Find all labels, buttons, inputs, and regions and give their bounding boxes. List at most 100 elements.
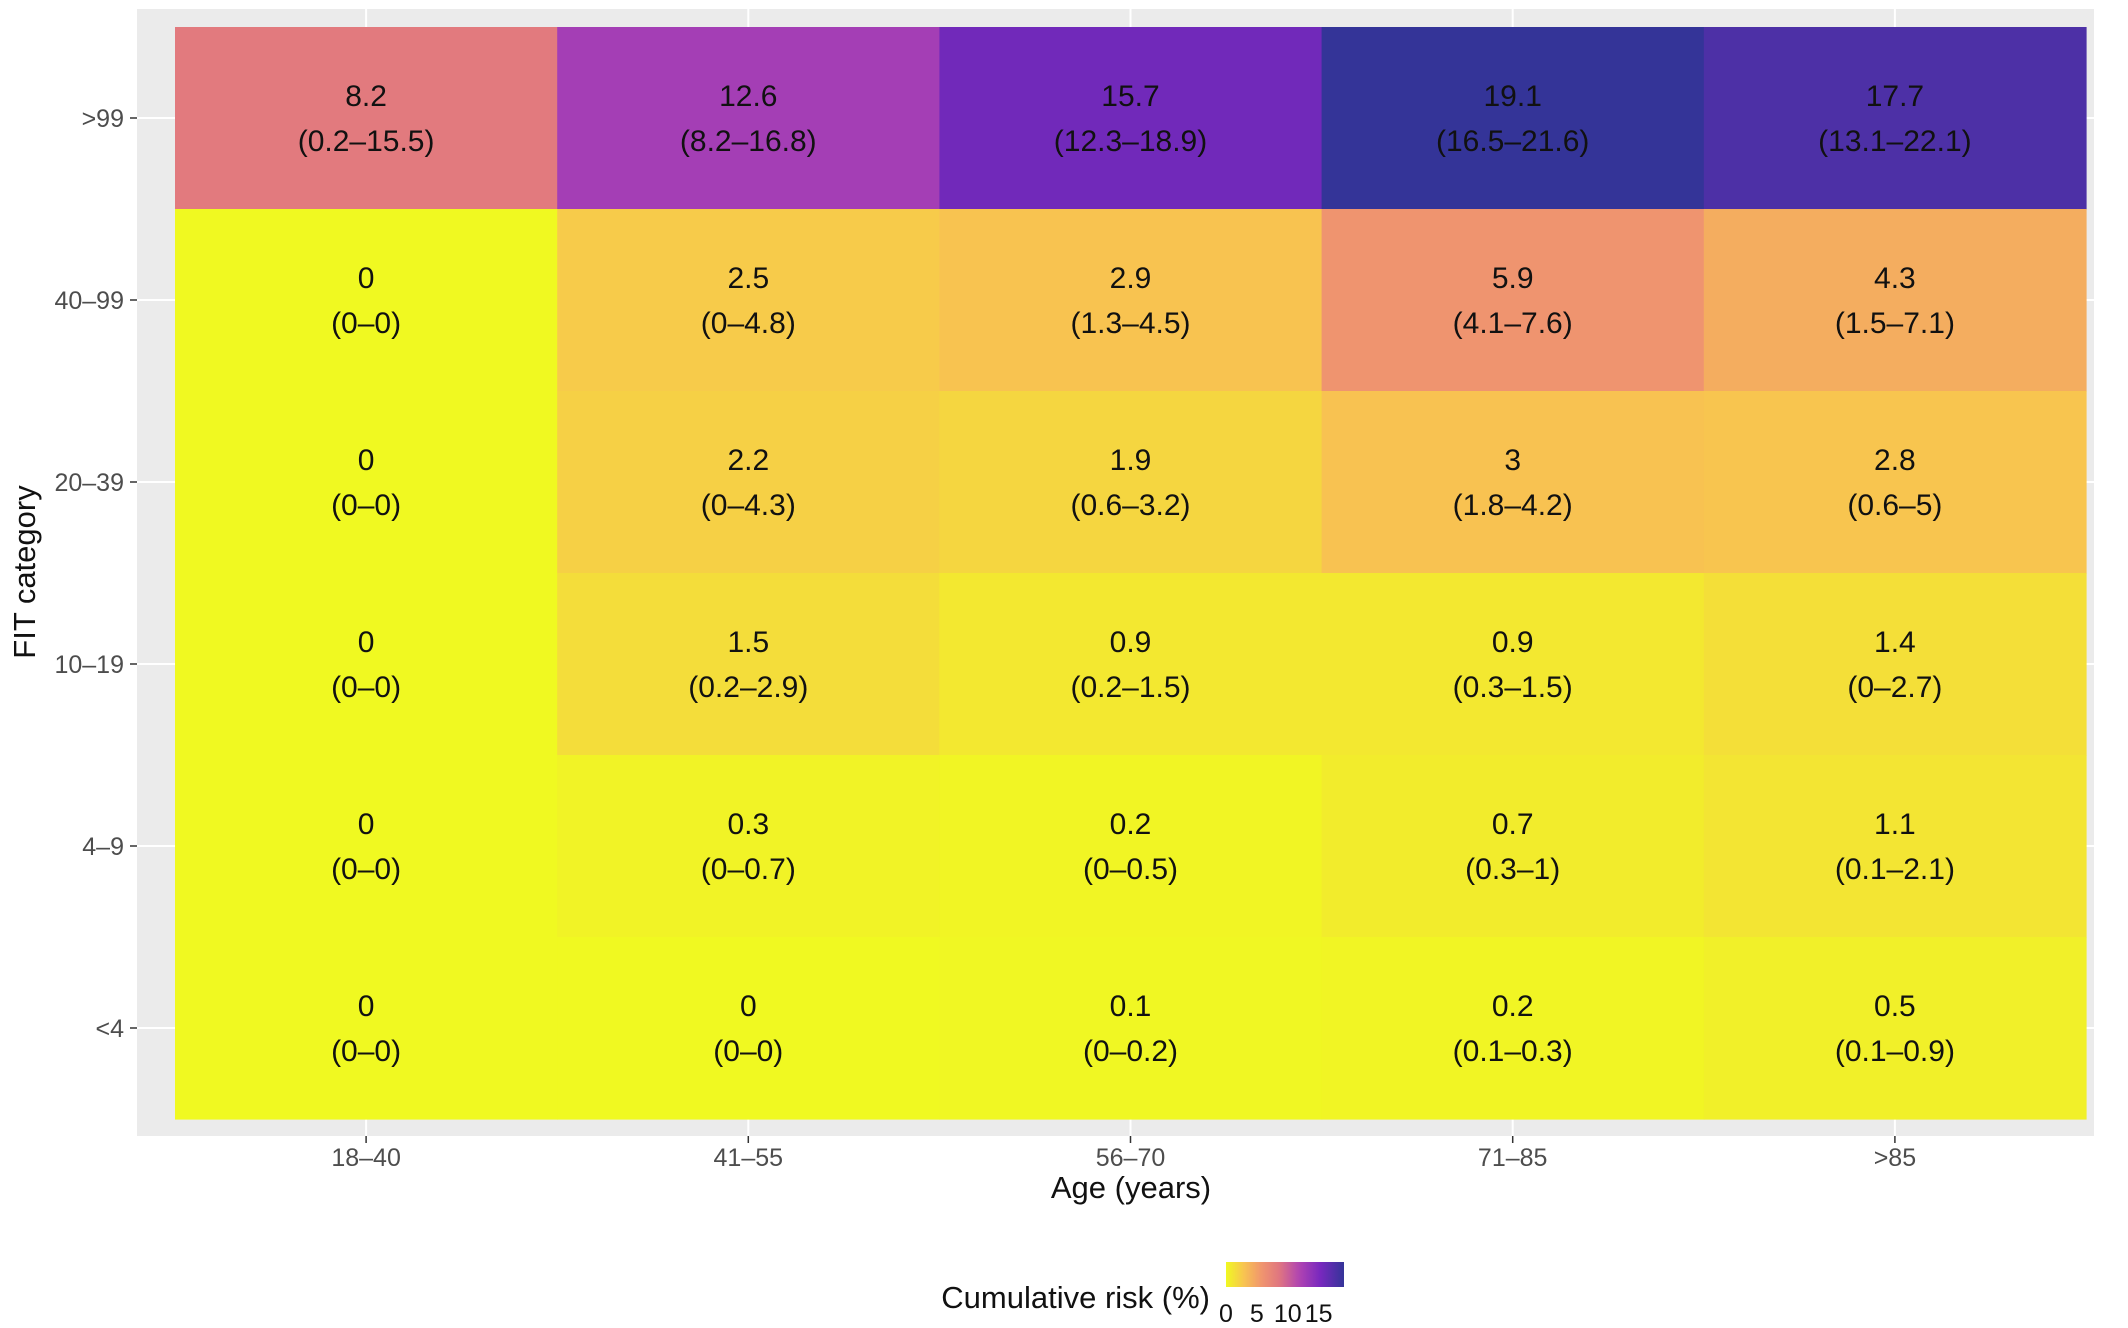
heatmap-cell	[175, 27, 558, 210]
heatmap-cell	[557, 755, 940, 938]
heatmap-cell	[939, 937, 1323, 1120]
cell-value-label: 0	[740, 990, 757, 1023]
cell-value-label: 4.3	[1874, 262, 1916, 295]
heatmap-cell	[939, 27, 1323, 210]
cell-ci-label: (0–0)	[331, 1035, 401, 1068]
heatmap-cell	[1321, 573, 1705, 756]
cell-ci-label: (0–0.2)	[1083, 1035, 1178, 1068]
heatmap-cell	[939, 391, 1323, 574]
heatmap-cell	[1703, 209, 2087, 392]
legend-tick-label: 5	[1250, 1300, 1264, 1328]
cell-ci-label: (16.5–21.6)	[1436, 125, 1589, 158]
cell-value-label: 8.2	[345, 80, 387, 113]
cell-ci-label: (0.1–0.3)	[1453, 1035, 1573, 1068]
cell-value-label: 0.9	[1492, 626, 1534, 659]
cell-ci-label: (0–4.3)	[701, 489, 796, 522]
heatmap-cell	[557, 391, 940, 574]
cell-value-label: 1.4	[1874, 626, 1916, 659]
cell-value-label: 0.2	[1110, 808, 1152, 841]
cell-ci-label: (0.6–3.2)	[1070, 489, 1190, 522]
heatmap-cell	[1703, 573, 2087, 756]
heatmap-cell	[1321, 937, 1705, 1120]
cell-value-label: 5.9	[1492, 262, 1534, 295]
cell-ci-label: (0.2–2.9)	[688, 671, 808, 704]
cell-ci-label: (8.2–16.8)	[680, 125, 817, 158]
heatmap-cell	[557, 573, 940, 756]
heatmap-cell	[1321, 209, 1705, 392]
cell-value-label: 3	[1504, 444, 1521, 477]
heatmap-cell	[1321, 391, 1705, 574]
cell-value-label: 19.1	[1484, 80, 1542, 113]
y-tick-label: <4	[95, 1015, 124, 1043]
cell-value-label: 0	[358, 262, 375, 295]
cell-ci-label: (0.2–15.5)	[298, 125, 435, 158]
cell-value-label: 2.2	[727, 444, 769, 477]
cell-ci-label: (1.5–7.1)	[1835, 307, 1955, 340]
cell-ci-label: (12.3–18.9)	[1054, 125, 1207, 158]
heatmap-cell	[175, 937, 558, 1120]
cell-ci-label: (1.8–4.2)	[1453, 489, 1573, 522]
cell-ci-label: (4.1–7.6)	[1453, 307, 1573, 340]
heatmap-cell	[939, 573, 1323, 756]
cell-value-label: 0	[358, 808, 375, 841]
cell-ci-label: (0–4.8)	[701, 307, 796, 340]
cell-ci-label: (0–0)	[331, 671, 401, 704]
heatmap-cell	[939, 209, 1323, 392]
x-tick-label: 56–70	[1096, 1144, 1166, 1172]
cell-value-label: 1.5	[727, 626, 769, 659]
cell-value-label: 12.6	[719, 80, 777, 113]
heatmap-cell	[557, 209, 940, 392]
heatmap-cell	[1321, 755, 1705, 938]
cell-ci-label: (0.2–1.5)	[1070, 671, 1190, 704]
cell-ci-label: (0–2.7)	[1847, 671, 1942, 704]
cell-ci-label: (0–0)	[331, 307, 401, 340]
cell-ci-label: (0–0.5)	[1083, 853, 1178, 886]
cell-ci-label: (13.1–22.1)	[1818, 125, 1971, 158]
cell-value-label: 0.3	[727, 808, 769, 841]
heatmap-cell	[1703, 755, 2087, 938]
heatmap-cell	[175, 755, 558, 938]
x-axis-title: Age (years)	[1051, 1170, 1211, 1205]
cell-value-label: 2.9	[1110, 262, 1152, 295]
cell-value-label: 15.7	[1101, 80, 1159, 113]
cell-ci-label: (0–0)	[331, 489, 401, 522]
heatmap-cell	[175, 209, 558, 392]
y-tick-label: 10–19	[54, 651, 124, 679]
cell-value-label: 2.8	[1874, 444, 1916, 477]
legend-ticks: 0 5 10 15	[1219, 1300, 1333, 1328]
legend: Cumulative risk (%) 0 5 10 15	[941, 1262, 1344, 1328]
cell-value-label: 0.5	[1874, 990, 1916, 1023]
y-tick-label: 20–39	[54, 469, 124, 497]
x-tick-label: 18–40	[331, 1144, 401, 1172]
heatmap-cell	[1703, 27, 2087, 210]
cell-value-label: 0	[358, 444, 375, 477]
cell-ci-label: (0.3–1.5)	[1453, 671, 1573, 704]
y-axis-title: FIT category	[7, 485, 42, 659]
heatmap-cell	[175, 573, 558, 756]
legend-tick-label: 15	[1305, 1300, 1333, 1328]
cell-ci-label: (1.3–4.5)	[1070, 307, 1190, 340]
cell-labels: 8.2 (0.2–15.5) 12.6 (8.2–16.8) 15.7 (12.3–18.…	[298, 80, 1972, 1068]
heatmap-cell	[175, 391, 558, 574]
cell-value-label: 17.7	[1866, 80, 1924, 113]
heatmap-cell	[1703, 937, 2087, 1120]
heatmap-cell	[1703, 391, 2087, 574]
cell-value-label: 0.1	[1110, 990, 1152, 1023]
x-tick-label: 71–85	[1478, 1144, 1548, 1172]
legend-tick-label: 10	[1274, 1300, 1302, 1328]
heatmap-cell	[939, 755, 1323, 938]
cell-ci-label: (0.6–5)	[1847, 489, 1942, 522]
heatmap-cells	[175, 27, 2087, 1120]
cell-value-label: 0.7	[1492, 808, 1534, 841]
cell-value-label: 1.9	[1110, 444, 1152, 477]
cell-ci-label: (0.1–0.9)	[1835, 1035, 1955, 1068]
x-axis: 18–40 41–55 56–70 71–85 >85	[331, 1136, 1916, 1172]
cell-ci-label: (0–0.7)	[701, 853, 796, 886]
cell-value-label: 0.9	[1110, 626, 1152, 659]
cell-ci-label: (0–0)	[331, 853, 401, 886]
cell-value-label: 0.2	[1492, 990, 1534, 1023]
cell-ci-label: (0–0)	[713, 1035, 783, 1068]
x-tick-label: >85	[1874, 1144, 1916, 1172]
heatmap-cell	[1321, 27, 1705, 210]
